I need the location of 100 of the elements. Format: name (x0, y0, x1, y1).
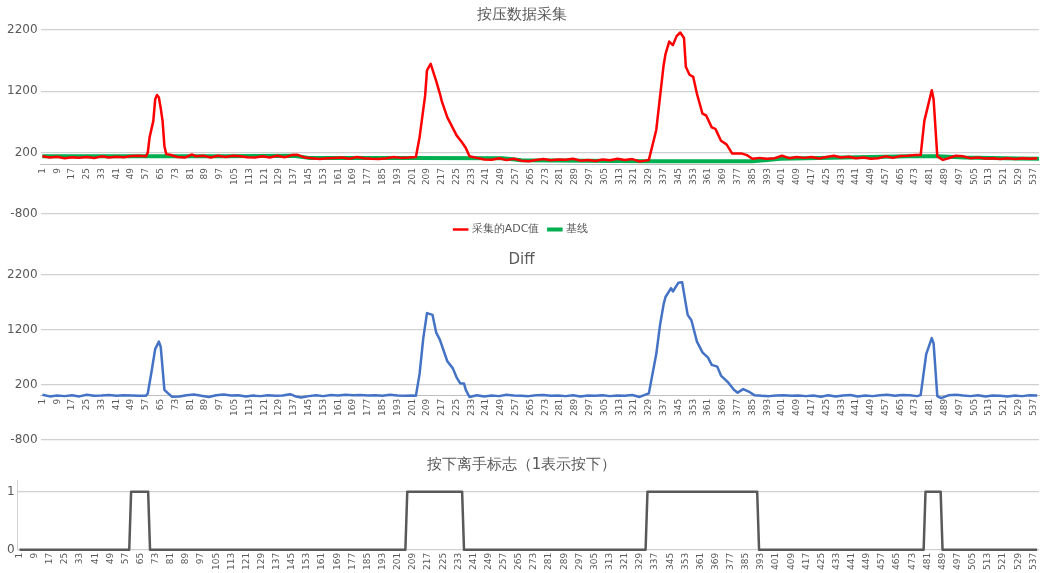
x-tick-label: 505 (968, 167, 979, 186)
x-tick-label: 33 (95, 167, 106, 180)
x-tick-label: 521 (997, 552, 1008, 571)
x-tick-label: 289 (558, 552, 569, 571)
x-tick-label: 17 (44, 552, 55, 565)
x-tick-label: 257 (510, 167, 521, 186)
x-tick-label: 185 (361, 552, 372, 571)
x-tick-label: 257 (510, 398, 521, 417)
x-tick-label: 481 (924, 167, 935, 186)
x-tick-label: 449 (865, 398, 876, 417)
x-tick-label: 49 (125, 167, 136, 180)
x-tick-label: 465 (894, 167, 905, 186)
x-tick-label: 345 (664, 552, 675, 571)
x-tick-label: 377 (731, 398, 742, 417)
x-tick-label: 185 (376, 398, 387, 417)
x-tick-label: 153 (317, 398, 328, 417)
x-tick-label: 497 (952, 552, 963, 571)
x-tick-label: 1 (36, 167, 47, 174)
x-tick-label: 113 (225, 552, 236, 571)
x-tick-label: 273 (528, 552, 539, 571)
x-tick-label: 353 (679, 552, 690, 571)
x-tick-label: 225 (450, 167, 461, 186)
x-tick-label: 441 (850, 398, 861, 417)
x-tick-label: 265 (524, 398, 535, 417)
x-tick-label: 377 (725, 552, 736, 571)
x-tick-label: 281 (543, 552, 554, 571)
x-tick-label: 353 (687, 398, 698, 417)
x-tick-label: 241 (480, 398, 491, 417)
x-tick-label: 161 (316, 552, 327, 571)
x-tick-label: 521 (998, 398, 1009, 417)
x-tick-label: 225 (437, 552, 448, 571)
x-tick-label: 401 (776, 398, 787, 417)
x-tick-label: 281 (554, 167, 565, 186)
x-tick-label: 297 (584, 167, 595, 186)
x-tick-label: 289 (569, 167, 580, 186)
x-tick-label: 473 (909, 398, 920, 417)
y-tick-label: 1200 (6, 83, 38, 98)
x-tick-label: 25 (81, 398, 92, 411)
x-tick-label: 489 (939, 398, 950, 417)
x-tick-label: 297 (573, 552, 584, 571)
x-tick-label: 241 (480, 167, 491, 186)
x-tick-label: 177 (362, 398, 373, 417)
x-tick-label: 441 (850, 167, 861, 186)
x-tick-label: 1 (36, 398, 47, 405)
x-tick-label: 529 (1012, 552, 1023, 571)
x-tick-label: 17 (66, 167, 77, 180)
x-tick-label: 209 (421, 398, 432, 417)
x-tick-label: 249 (495, 398, 506, 417)
x-tick-label: 49 (104, 552, 115, 565)
x-tick-label: 169 (347, 398, 358, 417)
x-tick-label: 409 (791, 398, 802, 417)
x-tick-label: 153 (301, 552, 312, 571)
x-tick-label: 65 (134, 552, 145, 565)
x-tick-label: 121 (258, 167, 269, 186)
x-tick-label: 337 (658, 398, 668, 417)
x-tick-label: 57 (119, 552, 130, 565)
x-tick-label: 457 (876, 552, 887, 571)
x-tick-label: 137 (288, 398, 299, 417)
x-tick-label: 33 (74, 552, 85, 565)
x-tick-label: 33 (95, 398, 106, 411)
x-tick-label: 105 (210, 552, 221, 571)
x-tick-label: 81 (184, 398, 195, 411)
x-tick-label: 417 (805, 398, 816, 417)
x-tick-label: 281 (554, 398, 565, 417)
x-tick-label: 401 (770, 552, 781, 571)
x-tick-label: 193 (377, 552, 388, 571)
x-tick-label: 145 (302, 398, 313, 417)
x-tick-label: 193 (391, 167, 402, 186)
x-tick-label: 353 (687, 167, 698, 186)
x-tick-label: 441 (846, 552, 857, 571)
x-tick-label: 393 (761, 167, 772, 186)
chart-title: 按压数据采集 (476, 4, 567, 23)
x-tick-label: 369 (717, 398, 728, 417)
x-tick-label: 297 (584, 398, 595, 417)
chart-title: 按下离手标志（1表示按下） (426, 454, 617, 473)
x-tick-label: 257 (498, 552, 509, 571)
x-tick-label: 321 (628, 167, 639, 186)
x-tick-label: 97 (195, 552, 206, 565)
x-tick-label: 361 (702, 167, 713, 186)
x-tick-label: 25 (81, 167, 92, 180)
x-tick-label: 521 (998, 167, 1009, 186)
x-tick-label: 65 (155, 167, 166, 180)
y-tick-label: 1200 (6, 322, 38, 337)
x-tick-label: 41 (89, 552, 100, 565)
x-tick-label: 145 (302, 167, 313, 186)
x-tick-label: 121 (240, 552, 251, 571)
x-tick-label: 337 (658, 167, 668, 186)
x-tick-label: 289 (569, 398, 580, 417)
x-tick-label: 169 (347, 167, 358, 186)
x-tick-label: 473 (909, 167, 920, 186)
x-tick-label: 129 (273, 167, 284, 186)
x-tick-label: 465 (891, 552, 902, 571)
x-tick-label: 25 (59, 552, 70, 565)
x-tick-label: 41 (110, 167, 121, 180)
x-tick-label: 81 (165, 552, 176, 565)
x-tick-label: 329 (643, 167, 654, 186)
x-tick-label: 385 (746, 398, 757, 417)
x-tick-label: 425 (820, 167, 831, 186)
x-tick-label: 425 (815, 552, 826, 571)
x-tick-label: 137 (288, 167, 299, 186)
